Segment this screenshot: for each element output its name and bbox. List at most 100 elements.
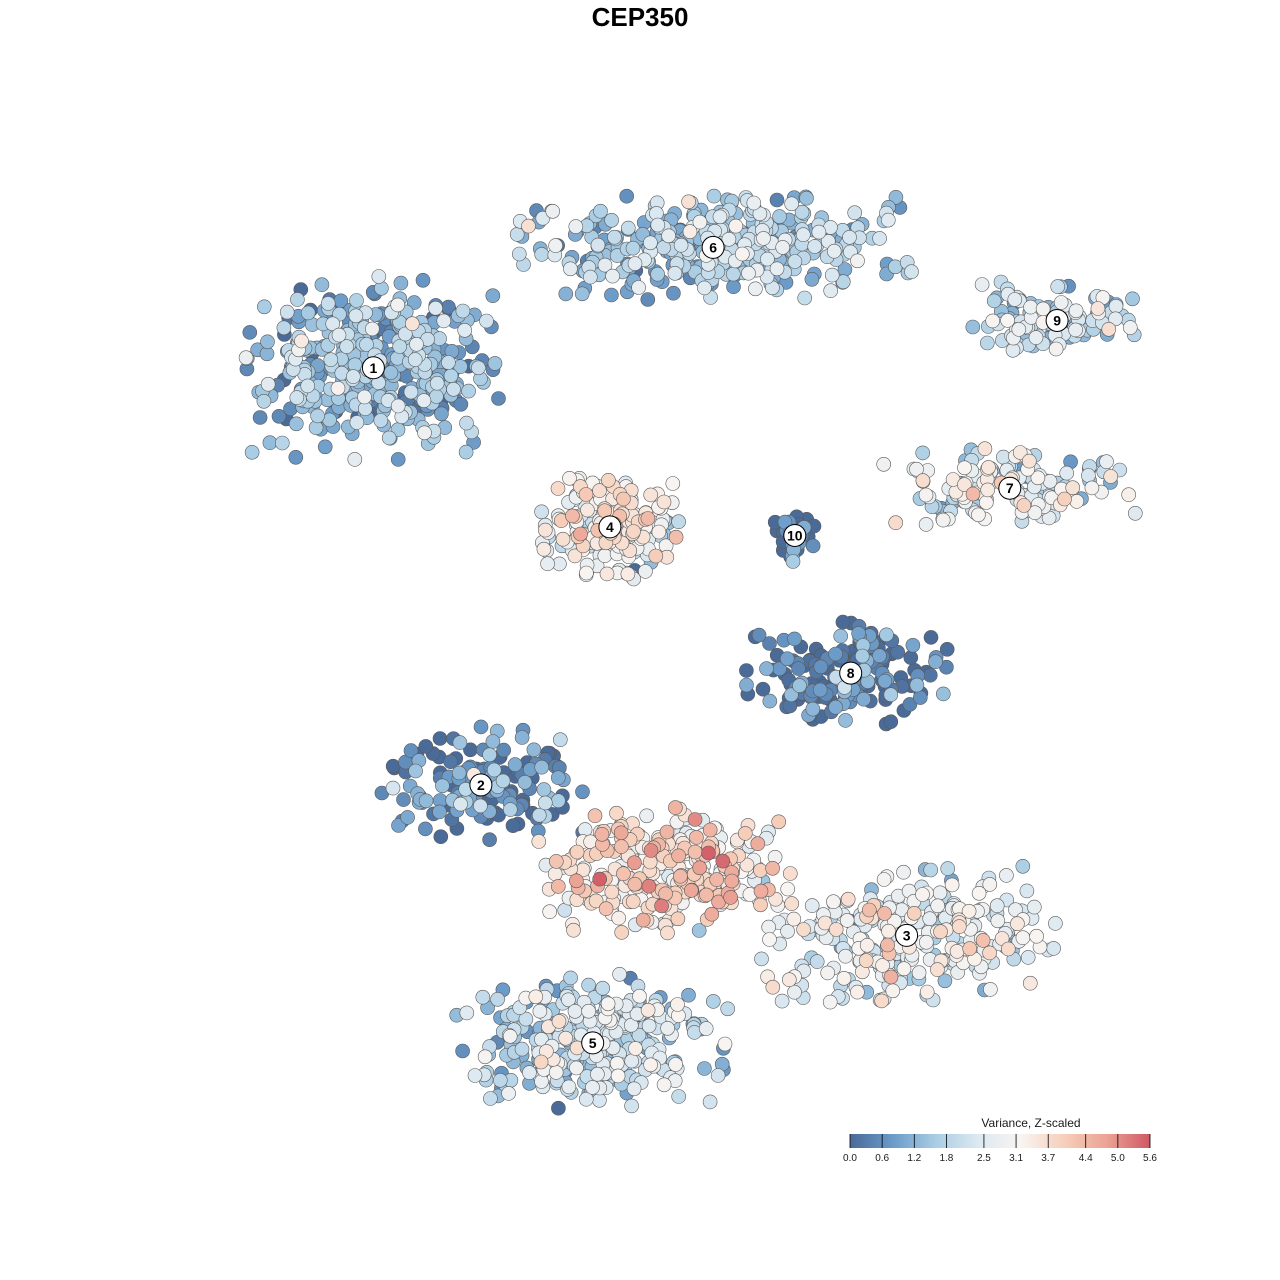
data-point-cluster-core — [614, 925, 630, 940]
data-point-cluster-6 — [769, 261, 785, 277]
data-point-cluster-8 — [755, 681, 771, 697]
data-point-cluster-6 — [643, 235, 658, 251]
data-point-cluster-9 — [1023, 299, 1038, 315]
data-point-cluster-4 — [540, 556, 555, 572]
data-point-cluster-1 — [381, 430, 397, 446]
data-point-cluster-2 — [452, 735, 468, 750]
data-point-cluster-5 — [681, 987, 696, 1003]
data-point-cluster-5 — [628, 1041, 643, 1056]
data-point-cluster-10 — [785, 554, 801, 569]
data-point-cluster-1 — [428, 300, 443, 316]
data-point-cluster-3 — [765, 979, 781, 995]
data-point-cluster-7 — [978, 495, 994, 510]
data-point-cluster-1 — [373, 413, 389, 428]
cluster-label-text: 4 — [606, 519, 614, 535]
data-point-cluster-2 — [502, 802, 518, 817]
data-point-cluster-3 — [1015, 858, 1031, 874]
data-point-cluster-3 — [858, 953, 874, 968]
data-point-cluster-5 — [551, 1100, 566, 1116]
data-point-cluster-1 — [314, 277, 330, 293]
data-point-cluster-1 — [262, 435, 278, 451]
data-point-cluster-8 — [912, 690, 928, 705]
data-point-cluster-core — [627, 876, 643, 892]
data-point-cluster-4 — [656, 494, 672, 510]
data-point-cluster-core — [542, 904, 558, 920]
data-point-cluster-6 — [712, 209, 728, 225]
data-point-cluster-1 — [416, 393, 432, 408]
data-point-cluster-core — [635, 912, 651, 928]
data-point-cluster-1 — [252, 410, 268, 425]
cluster-label-badge — [598, 515, 622, 539]
data-point-cluster-1 — [317, 439, 333, 455]
data-point-cluster-3 — [881, 923, 896, 939]
data-point-cluster-6 — [741, 265, 756, 281]
data-point-cluster-6 — [725, 266, 741, 282]
data-point-cluster-1 — [457, 322, 473, 338]
data-point-cluster-3 — [786, 911, 802, 927]
data-point-cluster-core — [750, 836, 766, 852]
data-point-cluster-2 — [443, 754, 458, 770]
data-point-cluster-9 — [985, 313, 1001, 329]
data-point-cluster-core — [739, 857, 755, 873]
data-point-cluster-5 — [581, 1003, 596, 1019]
legend-tick-label: 4.4 — [1079, 1153, 1093, 1164]
data-point-cluster-8 — [813, 659, 829, 675]
cluster-label-badge — [895, 923, 919, 947]
data-point-cluster-7 — [1022, 453, 1037, 469]
data-point-cluster-1 — [300, 378, 316, 394]
data-point-cluster-5 — [624, 1098, 639, 1114]
data-point-cluster-core — [701, 845, 716, 861]
data-point-cluster-3 — [1020, 950, 1036, 965]
data-point-cluster-8 — [905, 637, 921, 653]
data-point-cluster-2 — [473, 798, 488, 814]
data-point-cluster-7 — [1128, 505, 1143, 521]
data-point-cluster-9 — [1108, 298, 1124, 314]
data-point-cluster-1 — [458, 444, 474, 460]
data-point-cluster-8 — [835, 614, 851, 630]
data-point-cluster-1 — [471, 360, 486, 376]
data-point-cluster-2 — [482, 832, 497, 848]
data-point-cluster-core — [704, 906, 720, 922]
data-point-cluster-core — [737, 826, 753, 841]
data-point-cluster-2 — [486, 762, 502, 778]
data-point-cluster-2 — [531, 807, 547, 823]
data-point-cluster-2 — [526, 742, 542, 758]
data-point-cluster-1 — [288, 449, 304, 465]
data-point-cluster-6 — [784, 196, 799, 212]
data-point-cluster-core — [659, 824, 675, 840]
data-point-cluster-6 — [756, 231, 771, 246]
data-point-cluster-1 — [279, 304, 295, 320]
data-point-cluster-9 — [974, 277, 990, 292]
data-point-cluster-5 — [640, 1002, 656, 1018]
data-point-cluster-8 — [783, 687, 799, 703]
data-point-cluster-core — [611, 910, 627, 926]
data-point-cluster-8 — [838, 713, 853, 728]
data-point-cluster-3 — [923, 862, 939, 878]
data-point-cluster-4 — [620, 566, 636, 582]
data-point-cluster-10 — [805, 538, 821, 554]
data-point-cluster-1 — [407, 352, 423, 367]
data-point-cluster-5 — [670, 997, 685, 1012]
data-point-cluster-6 — [597, 257, 613, 273]
data-point-cluster-3 — [911, 965, 927, 981]
data-point-cluster-core — [753, 863, 768, 878]
data-point-cluster-5 — [501, 1086, 516, 1101]
data-point-cluster-8 — [923, 630, 939, 645]
data-point-cluster-2 — [550, 770, 566, 786]
data-point-cluster-1 — [441, 355, 456, 370]
data-point-cluster-5 — [656, 1077, 672, 1093]
data-point-cluster-3 — [820, 965, 836, 981]
data-point-cluster-1 — [485, 288, 501, 304]
cluster-label-5: 5 — [581, 1031, 605, 1055]
data-point-cluster-6 — [734, 246, 750, 262]
cluster-label-2: 2 — [469, 773, 493, 797]
data-point-cluster-8 — [739, 663, 754, 678]
data-point-cluster-1 — [459, 415, 474, 431]
data-point-cluster-3 — [1048, 916, 1063, 931]
data-point-cluster-9 — [1101, 321, 1117, 337]
data-point-cluster-7 — [1099, 454, 1114, 470]
data-point-cluster-5 — [522, 1065, 537, 1080]
data-point-cluster-5 — [585, 1080, 600, 1095]
data-point-cluster-6 — [661, 228, 676, 244]
data-point-cluster-7 — [977, 441, 993, 457]
